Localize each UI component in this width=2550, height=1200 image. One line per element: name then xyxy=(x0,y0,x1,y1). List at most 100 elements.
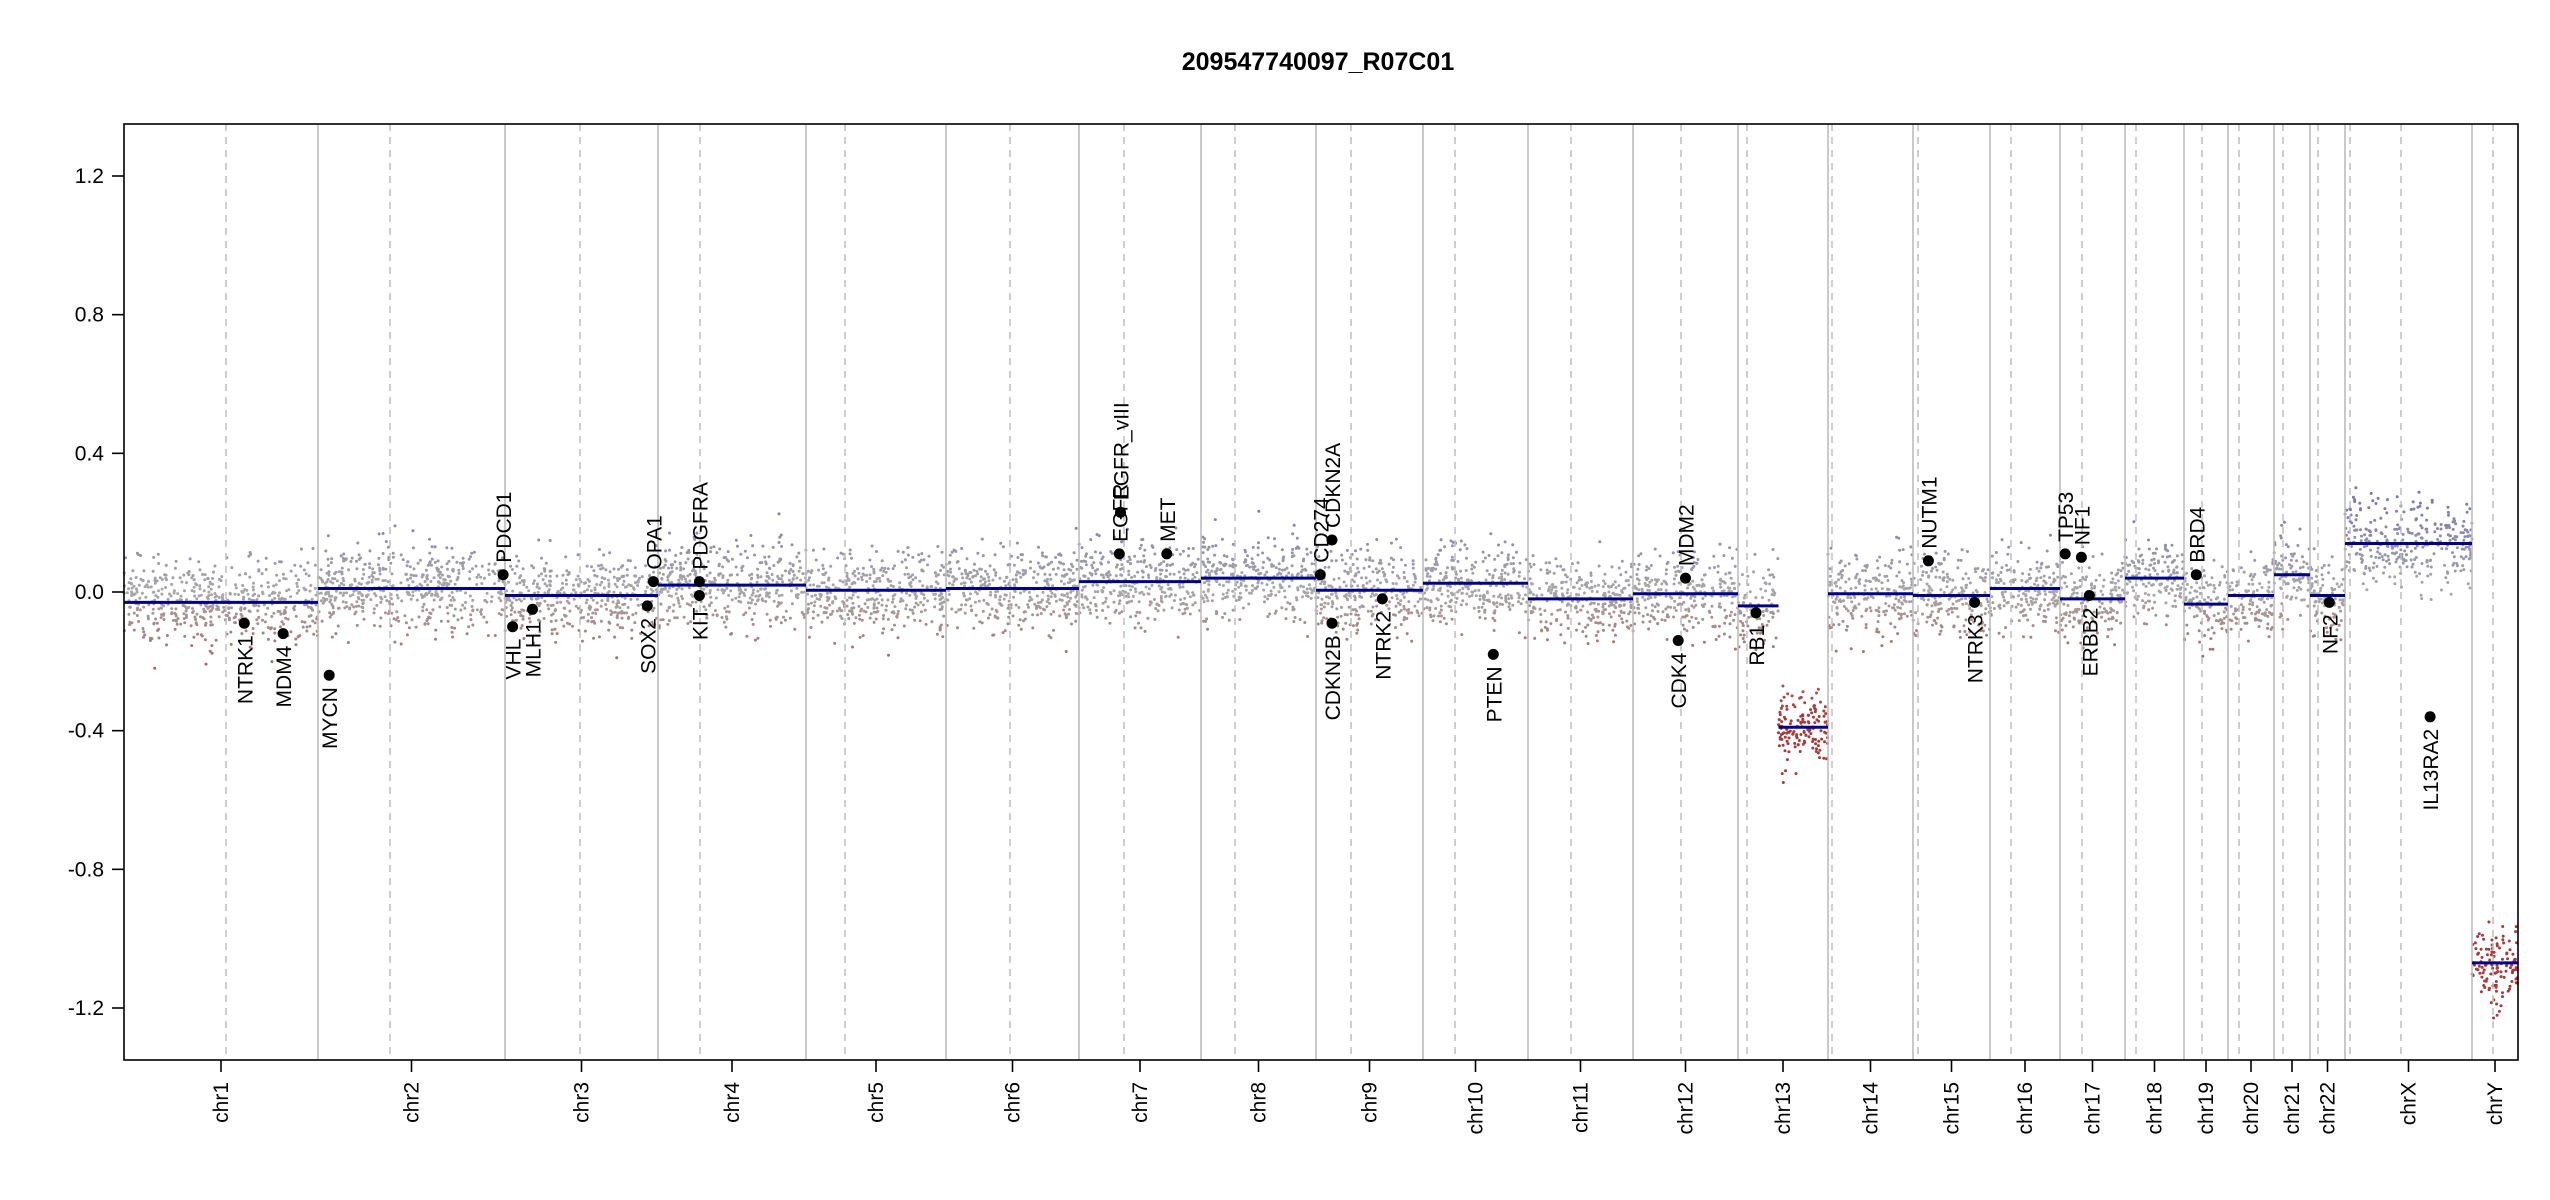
probe-point xyxy=(163,573,167,577)
probe-point xyxy=(1145,565,1148,569)
probe-point xyxy=(889,579,893,583)
probe-point xyxy=(1085,552,1088,556)
probe-point xyxy=(742,591,746,595)
probe-point xyxy=(1142,560,1146,564)
probe-point xyxy=(1203,537,1207,541)
probe-point xyxy=(1768,573,1772,577)
probe-point xyxy=(1402,604,1406,608)
probe-point xyxy=(1741,601,1745,605)
probe-point xyxy=(1043,579,1047,583)
probe-point xyxy=(989,593,992,597)
probe-point xyxy=(1507,605,1511,609)
probe-point xyxy=(185,581,188,585)
probe-point xyxy=(626,606,630,609)
probe-point xyxy=(1298,618,1302,621)
probe-point xyxy=(508,599,512,603)
probe-point xyxy=(1214,572,1218,576)
probe-point xyxy=(1146,616,1150,620)
probe-point xyxy=(1326,595,1330,599)
probe-point xyxy=(1627,626,1631,630)
probe-point xyxy=(559,600,563,604)
probe-point xyxy=(192,585,196,589)
probe-point xyxy=(1925,582,1929,586)
probe-point xyxy=(1066,581,1070,585)
probe-point xyxy=(829,564,833,568)
probe-point xyxy=(1172,572,1176,576)
probe-point xyxy=(267,585,270,589)
probe-point xyxy=(777,512,781,516)
probe-point xyxy=(1584,625,1588,629)
probe-point xyxy=(1397,610,1401,614)
probe-point xyxy=(1509,594,1513,598)
probe-point xyxy=(1369,622,1373,626)
probe-point xyxy=(164,586,168,589)
probe-point xyxy=(1798,696,1802,700)
probe-point xyxy=(1956,558,1960,562)
probe-point xyxy=(726,605,730,608)
probe-point xyxy=(626,559,630,562)
probe-point xyxy=(1375,538,1379,541)
probe-point xyxy=(747,606,751,610)
probe-point xyxy=(721,591,725,595)
probe-point xyxy=(1274,609,1278,613)
probe-point xyxy=(1938,575,1942,579)
probe-point xyxy=(734,538,738,542)
probe-point xyxy=(493,582,496,586)
probe-point xyxy=(1950,590,1953,594)
probe-point xyxy=(1179,602,1183,606)
probe-point xyxy=(767,595,771,599)
probe-point xyxy=(540,572,543,576)
probe-point xyxy=(1327,565,1331,569)
probe-point xyxy=(182,612,186,616)
probe-point xyxy=(1491,616,1495,620)
probe-point xyxy=(1665,638,1669,641)
probe-point xyxy=(1263,573,1267,577)
probe-point xyxy=(617,601,621,605)
probe-point xyxy=(1637,578,1641,582)
probe-point xyxy=(1011,578,1015,582)
probe-point xyxy=(1428,575,1432,579)
probe-point xyxy=(1528,604,1532,608)
probe-point xyxy=(563,606,567,610)
probe-point xyxy=(1511,603,1515,607)
probe-point xyxy=(528,620,532,624)
probe-point xyxy=(779,533,783,537)
probe-point xyxy=(157,589,160,593)
probe-point xyxy=(906,615,910,619)
probe-point xyxy=(1566,588,1570,592)
probe-point xyxy=(147,617,150,621)
probe-point xyxy=(505,589,509,593)
probe-point xyxy=(905,603,908,607)
probe-point xyxy=(598,548,601,551)
probe-point xyxy=(1673,565,1676,569)
probe-point xyxy=(890,600,894,604)
probe-point xyxy=(1085,597,1089,601)
probe-point xyxy=(865,580,869,584)
probe-point xyxy=(1283,568,1287,572)
probe-point xyxy=(367,575,371,579)
probe-point xyxy=(1003,629,1007,633)
probe-point xyxy=(1719,594,1723,598)
probe-point xyxy=(1295,536,1299,540)
probe-point xyxy=(973,562,976,566)
probe-point xyxy=(284,616,288,620)
probe-point xyxy=(1231,572,1235,576)
probe-point xyxy=(1596,630,1600,634)
probe-point xyxy=(1556,608,1560,612)
probe-point xyxy=(1673,599,1677,603)
probe-point xyxy=(825,599,829,603)
probe-point xyxy=(715,614,719,618)
probe-point xyxy=(702,564,706,568)
probe-point xyxy=(1253,586,1257,590)
probe-point xyxy=(1491,576,1495,580)
probe-point xyxy=(590,596,593,600)
probe-point xyxy=(1023,610,1027,614)
probe-point xyxy=(609,613,613,617)
probe-point xyxy=(469,555,472,559)
probe-point xyxy=(1620,559,1624,563)
probe-point xyxy=(1182,572,1186,576)
probe-point xyxy=(1227,580,1231,584)
probe-point xyxy=(1498,602,1502,606)
probe-point xyxy=(587,584,591,588)
probe-point xyxy=(173,611,177,615)
